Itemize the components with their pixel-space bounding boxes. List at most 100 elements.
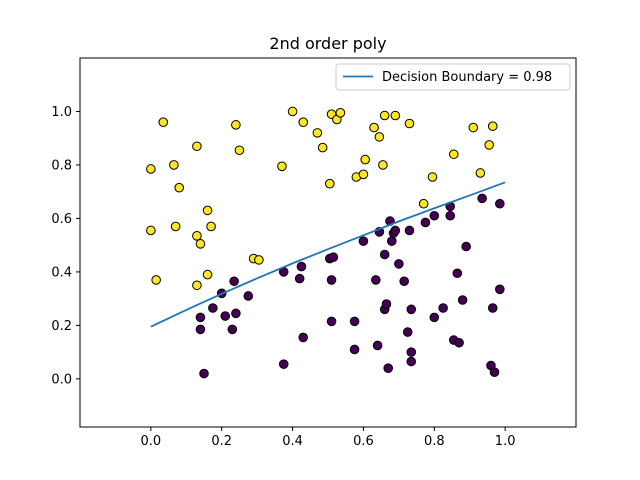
class-0-point xyxy=(278,359,289,369)
plot-frame xyxy=(79,57,577,428)
class-1-point xyxy=(158,117,169,127)
class-0-point xyxy=(438,303,448,313)
class-0-point xyxy=(420,217,431,228)
class-0-point xyxy=(231,308,241,319)
legend-label: Decision Boundary = 0.98 xyxy=(382,70,552,85)
class-0-point xyxy=(349,316,360,327)
class-0-point xyxy=(328,252,339,263)
class-1-point xyxy=(360,154,371,165)
class-0-point xyxy=(199,368,209,379)
class-0-point xyxy=(461,241,471,252)
class-0-point xyxy=(298,332,309,343)
class-1-point xyxy=(202,269,213,280)
x-tick-label: 0.6 xyxy=(353,434,374,449)
class-1-point xyxy=(418,198,429,209)
class-0-point xyxy=(371,275,381,285)
class-1-point xyxy=(146,225,156,236)
x-tick-label: 0.0 xyxy=(141,434,162,449)
class-1-point xyxy=(192,280,202,291)
class-0-point xyxy=(372,340,383,351)
class-1-point xyxy=(202,205,213,216)
class-1-point xyxy=(404,118,415,129)
class-1-point xyxy=(174,182,184,193)
class-1-point xyxy=(254,255,264,265)
class-0-point xyxy=(394,259,404,269)
class-1-point xyxy=(374,132,385,142)
class-0-point xyxy=(195,312,206,323)
class-1-point xyxy=(206,221,216,232)
x-tick-label: 1.0 xyxy=(495,434,516,449)
class-0-point xyxy=(243,291,254,301)
legend: Decision Boundary = 0.98 xyxy=(335,63,571,91)
class-1-point xyxy=(379,110,390,121)
class-0-point xyxy=(429,312,440,323)
class-0-point xyxy=(195,324,206,335)
class-0-point xyxy=(452,268,463,279)
class-0-point xyxy=(296,261,307,272)
class-0-point xyxy=(381,299,392,309)
class-0-point xyxy=(457,295,468,305)
x-axis: 0.0 0.2 0.4 0.6 0.8 1.0 xyxy=(141,427,516,449)
class-0-point xyxy=(429,210,440,221)
class-1-point xyxy=(234,145,245,156)
class-1-point xyxy=(378,160,388,170)
class-0-point xyxy=(406,356,417,367)
class-0-point xyxy=(406,304,417,315)
class-0-point xyxy=(386,236,397,246)
x-tick-label: 0.4 xyxy=(282,434,303,449)
class-1-point xyxy=(475,168,486,178)
class-0-point xyxy=(406,347,417,357)
class-1-point xyxy=(358,169,369,180)
class-0-point xyxy=(349,344,360,355)
class-1-point xyxy=(335,108,346,118)
y-tick-label: 0.8 xyxy=(51,158,72,173)
y-tick-label: 0.6 xyxy=(51,212,72,227)
class-1-point xyxy=(287,106,298,117)
y-tick-label: 1.0 xyxy=(51,105,72,120)
x-tick-label: 0.8 xyxy=(424,434,445,449)
y-tick-label: 0.2 xyxy=(51,319,72,334)
class-0-point xyxy=(477,193,487,204)
class-0-point xyxy=(445,210,456,221)
class-0-point xyxy=(495,198,505,209)
y-tick-label: 0.0 xyxy=(51,372,72,387)
class-0-point xyxy=(208,303,218,313)
class-1-point xyxy=(169,160,179,170)
class-0-point xyxy=(404,225,415,236)
class-1-point xyxy=(277,161,287,172)
class-0-point xyxy=(402,327,413,337)
class-0-point xyxy=(326,275,337,285)
class-0-point xyxy=(227,324,238,335)
class-1-point xyxy=(324,178,335,189)
class-0-point xyxy=(294,273,305,284)
plot-area xyxy=(146,106,506,379)
class-0-point xyxy=(454,337,464,348)
chart-title: 2nd order poly xyxy=(269,34,386,53)
class-0-point xyxy=(399,276,409,287)
class-1-point xyxy=(312,128,323,138)
class-1-point xyxy=(427,172,438,182)
y-tick-label: 0.4 xyxy=(51,265,72,280)
class-1-point xyxy=(195,239,206,249)
class-1-point xyxy=(298,117,309,127)
class-0-point xyxy=(383,363,394,373)
decision-boundary-line xyxy=(150,181,506,328)
class-1-point xyxy=(487,121,498,131)
class-0-point xyxy=(487,303,498,313)
y-axis: 0.0 0.2 0.4 0.6 0.8 1.0 xyxy=(51,105,80,387)
class-1-point xyxy=(170,221,181,232)
class-0-point xyxy=(379,249,390,260)
class-1-point xyxy=(192,141,202,152)
class-1-point xyxy=(448,149,459,160)
class-0-point xyxy=(390,225,401,236)
class-1-point xyxy=(151,275,161,285)
class-1-point xyxy=(484,140,495,150)
class-1-point xyxy=(317,142,328,153)
class-1-point xyxy=(369,122,379,133)
class-1-point xyxy=(390,110,401,121)
class-0-point xyxy=(220,311,231,321)
class-0-point xyxy=(495,284,505,295)
class-1-point xyxy=(192,231,202,241)
class-0-point xyxy=(358,236,369,246)
